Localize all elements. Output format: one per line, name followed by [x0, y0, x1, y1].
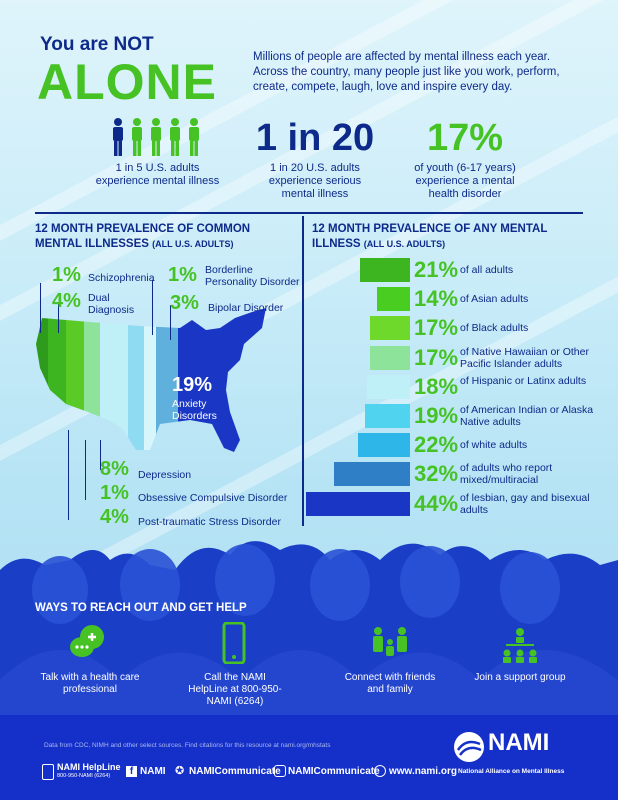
- header-line1: You are NOT: [40, 34, 154, 55]
- bar: [358, 433, 410, 458]
- bar-category-label: of lesbian, gay and bisexual adults: [460, 491, 590, 516]
- people-icon: [110, 117, 205, 157]
- group-icon: [500, 626, 540, 664]
- bipolar-pct: 3%: [170, 292, 199, 314]
- bar-value-label: 19%: [414, 403, 459, 428]
- stat-2-text: 1 in 20 U.S. adults experience serious m…: [268, 162, 362, 200]
- bar: [377, 287, 410, 312]
- twitter-icon[interactable]: ✪: [175, 765, 185, 777]
- schizophrenia-label: Schizophrenia: [88, 272, 155, 284]
- ocd-label: Obsessive Compulsive Disorder: [138, 492, 288, 504]
- bar-category-label: of Black adults: [460, 322, 529, 335]
- leader-line: [58, 303, 59, 333]
- borderline-label: Borderline Personality Disorder: [205, 264, 300, 288]
- bipolar-label: Bipolar Disorder: [208, 302, 284, 314]
- bar-value-label: 21%: [414, 257, 459, 282]
- prevalence-bar-chart: 21% of all adults 14% of Asian adults 17% of …: [300, 255, 618, 530]
- footer-band: [0, 715, 618, 800]
- leader-line: [85, 440, 86, 500]
- footer-source: Data from CDC, NIMH and other select sou…: [44, 742, 331, 749]
- intro-text: Millions of people are affected by menta…: [253, 51, 560, 93]
- ocd-pct: 1%: [100, 482, 129, 504]
- phone-small-icon: [42, 764, 54, 780]
- anxiety-pct: 19%: [172, 374, 213, 396]
- stat-3-big: 17%: [426, 117, 504, 159]
- bar-category-label: of all adults: [460, 264, 514, 276]
- help-item-4: Join a support group: [474, 672, 566, 683]
- bar: [370, 316, 410, 341]
- bar: [306, 491, 410, 516]
- stat-3-text: of youth (6-17 years) experience a menta…: [414, 162, 516, 200]
- bar-category-label: of Asian adults: [460, 293, 529, 306]
- bar-value-label: 44%: [414, 490, 459, 516]
- bar-value-label: 22%: [414, 432, 459, 458]
- divider: [35, 212, 583, 214]
- help-item-1: Talk with a health care professional: [40, 672, 140, 695]
- dual-pct: 4%: [52, 290, 81, 312]
- instagram-icon[interactable]: [274, 765, 286, 777]
- bar-category-label: of adults who report mixed/multiracial: [460, 462, 553, 487]
- family-icon: [370, 626, 410, 664]
- ptsd-pct: 4%: [100, 506, 129, 528]
- bar-value-label: 14%: [414, 286, 459, 312]
- help-title: WAYS TO REACH OUT AND GET HELP: [35, 602, 247, 614]
- leader-line: [40, 283, 41, 333]
- bar-value-label: 32%: [414, 461, 459, 487]
- header-alone: ALONE: [37, 54, 217, 110]
- left-section-title: 12 MONTH PREVALENCE OF COMMON MENTAL ILL…: [35, 223, 251, 250]
- schizophrenia-pct: 1%: [52, 264, 81, 286]
- instagram-link[interactable]: NAMICommunicate: [288, 766, 380, 777]
- chat-plus-icon: [68, 623, 108, 663]
- bar-value-label: 18%: [414, 373, 459, 399]
- stat-1-text: 1 in 5 U.S. adults experience mental ill…: [95, 162, 220, 187]
- phone-icon: [222, 621, 246, 665]
- twitter-link[interactable]: NAMICommunicate: [189, 766, 281, 777]
- divider: [302, 216, 304, 526]
- nami-logo-icon: [452, 730, 486, 764]
- leader-line: [68, 430, 69, 520]
- bar: [360, 258, 410, 282]
- helpline-title[interactable]: NAMI HelpLine: [57, 762, 121, 772]
- globe-icon[interactable]: [374, 765, 386, 777]
- help-item-3: Connect with friends and family: [344, 672, 436, 695]
- right-section-title: 12 MONTH PREVALENCE OF ANY MENTAL ILLNES…: [312, 223, 548, 250]
- anxiety-label: Anxiety Disorders: [172, 398, 217, 422]
- nami-logo-text: NAMI: [488, 729, 550, 756]
- leader-line: [152, 280, 153, 335]
- us-map: [30, 300, 275, 470]
- bar: [370, 345, 410, 370]
- bar-category-label: of Hispanic or Latinx adults: [460, 374, 587, 387]
- facebook-icon[interactable]: f: [126, 766, 137, 777]
- facebook-link[interactable]: NAMI: [140, 766, 166, 777]
- dual-label: Dual Diagnosis: [88, 292, 135, 316]
- leader-line: [170, 305, 171, 340]
- borderline-pct: 1%: [168, 264, 197, 286]
- help-item-2: Call the NAMI HelpLine at 800-950-NAMI (…: [188, 672, 282, 707]
- bar-value-label: 17%: [414, 344, 459, 370]
- helpline-number[interactable]: 800-950-NAMI (6264): [57, 773, 111, 779]
- depression-label: Depression: [138, 469, 192, 481]
- bar-category-label: of Native Hawaiian or Other Pacific Isla…: [460, 345, 589, 370]
- bar-category-label: of American Indian or Alaska Native adul…: [460, 404, 594, 428]
- stat-2-big: 1 in 20: [255, 117, 375, 159]
- website-link[interactable]: www.nami.org: [389, 766, 457, 777]
- nami-logo-sub: National Alliance on Mental Illness: [458, 768, 565, 775]
- leader-line: [100, 440, 101, 470]
- bar: [367, 374, 410, 399]
- bar: [365, 404, 410, 428]
- ptsd-label: Post-traumatic Stress Disorder: [138, 516, 281, 528]
- bar: [334, 462, 410, 487]
- bar-category-label: of white adults: [460, 439, 528, 452]
- depression-pct: 8%: [100, 458, 129, 480]
- bar-value-label: 17%: [414, 315, 459, 341]
